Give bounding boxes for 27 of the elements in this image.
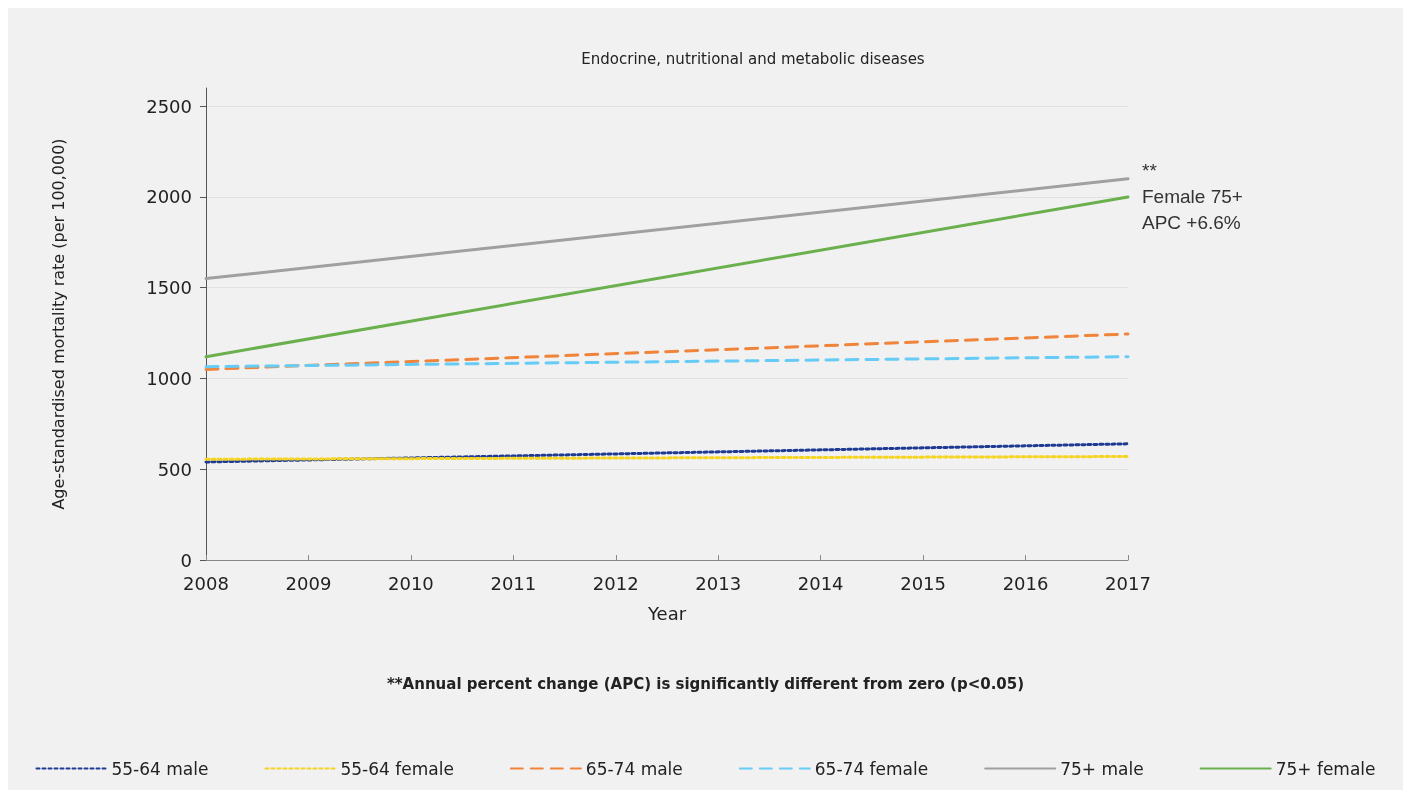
legend-label: 75+ female <box>1275 758 1376 779</box>
x-tick-label: 2015 <box>900 572 947 594</box>
legend-label: 55-64 female <box>340 758 454 779</box>
x-tick-label: 2016 <box>1002 572 1049 594</box>
x-tick-label: 2014 <box>797 572 844 594</box>
legend-label: 75+ male <box>1060 758 1144 779</box>
chart-title: Endocrine, nutritional and metabolic diseases <box>581 49 925 68</box>
y-tick-label: 1500 <box>146 277 192 299</box>
x-axis-title: Year <box>646 602 687 624</box>
x-tick-label: 2009 <box>285 572 332 594</box>
legend-label: 65-74 female <box>814 758 929 779</box>
y-tick-label: 1000 <box>146 367 192 389</box>
text: **Annual percent change (APC) is significantly different from zero (p<0.05) <box>386 674 1025 693</box>
x-tick-label: 2008 <box>183 572 229 594</box>
x-tick-label: 2017 <box>1105 572 1151 594</box>
y-tick-label: 500 <box>157 458 192 480</box>
y-tick-label: 2000 <box>146 186 192 208</box>
annotation: ** Female 75+ APC +6.6% <box>1142 160 1243 234</box>
legend-label: 65-74 male <box>585 758 683 779</box>
y-axis-title: Age-standardised mortality rate (per 100,000) <box>48 138 68 510</box>
legend-label: 55-64 male <box>111 758 209 779</box>
x-tick-label: 2011 <box>490 572 537 594</box>
x-tick-label: 2012 <box>592 572 639 594</box>
y-tick-label: 2500 <box>146 95 192 117</box>
y-tick-label: 0 <box>180 549 192 571</box>
x-tick-label: 2010 <box>387 572 434 594</box>
x-tick-label: 2013 <box>695 572 742 594</box>
